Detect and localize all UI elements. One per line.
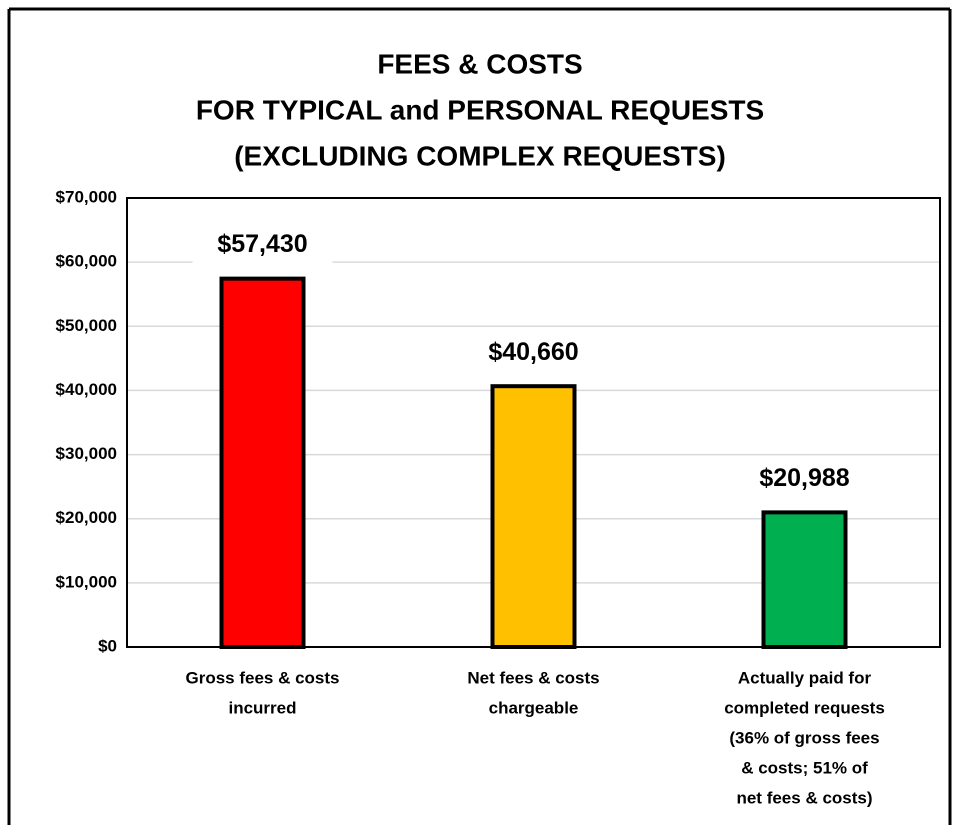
x-tick-label: Actually paid for [738, 668, 872, 687]
value-label: $57,430 [217, 230, 307, 258]
y-tick-label: $40,000 [56, 380, 117, 399]
x-tick-label: net fees & costs) [736, 788, 872, 807]
value-label-bg [463, 334, 604, 373]
y-tick-label: $50,000 [56, 316, 117, 335]
bar [761, 510, 848, 649]
y-tick-label: $20,000 [56, 508, 117, 527]
chart-title: FOR TYPICAL and PERSONAL REQUESTS [196, 94, 764, 125]
x-tick-label: & costs; 51% of [741, 758, 868, 777]
value-label: $40,660 [488, 338, 578, 366]
x-tick-label: incurred [228, 698, 296, 717]
y-tick-label: $30,000 [56, 444, 117, 463]
x-tick-label: Net fees & costs [467, 668, 599, 687]
bar [219, 276, 306, 649]
x-tick-label: (36% of gross fees [729, 728, 879, 747]
x-tick-label: chargeable [489, 698, 579, 717]
x-tick-label: completed requests [724, 698, 885, 717]
bar [490, 384, 577, 649]
value-label-bg [734, 460, 875, 499]
chart-title: (EXCLUDING COMPLEX REQUESTS) [234, 140, 726, 171]
value-label: $20,988 [759, 464, 849, 492]
y-tick-label: $70,000 [56, 187, 117, 206]
y-tick-label: $0 [98, 636, 117, 655]
value-label-bg [192, 226, 333, 265]
y-tick-label: $10,000 [56, 572, 117, 591]
chart-title: FEES & COSTS [377, 48, 582, 79]
x-tick-label: Gross fees & costs [185, 668, 339, 687]
y-tick-label: $60,000 [56, 252, 117, 271]
